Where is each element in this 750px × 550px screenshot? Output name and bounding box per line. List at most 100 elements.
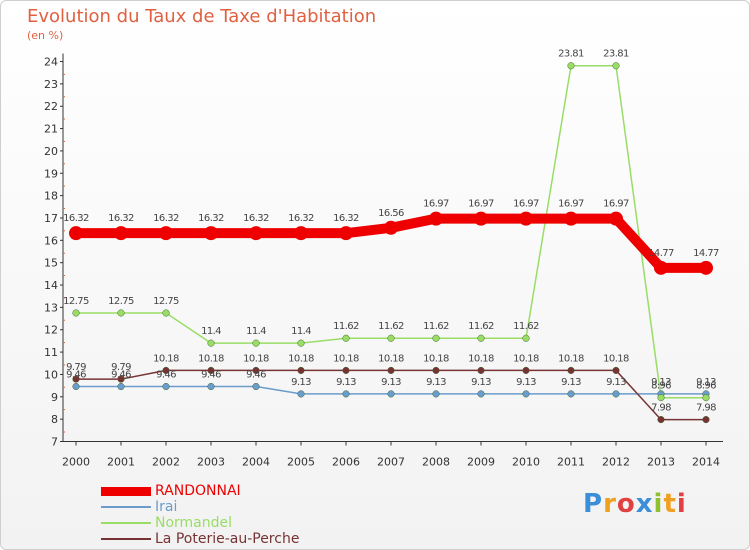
legend-item-normandel: Normandel [101, 515, 421, 531]
y-tick-label: 7 [51, 436, 58, 449]
y-tick-label: 12 [44, 324, 58, 337]
data-point-2 [72, 309, 80, 317]
data-label-1: 9.46 [66, 370, 86, 381]
data-point-1 [117, 382, 125, 391]
data-point-1 [72, 382, 80, 391]
data-point-3 [342, 366, 350, 374]
y-tick-label: 20 [44, 145, 58, 158]
data-point-0 [69, 226, 83, 241]
x-tick-label: 2011 [557, 456, 585, 469]
data-label-1: 9.13 [606, 377, 626, 388]
data-label-0: 16.32 [63, 213, 89, 224]
y-tick-label: 11 [44, 346, 58, 359]
data-label-1: 9.46 [156, 370, 176, 381]
logo-letter: r [603, 489, 617, 519]
y-tick-label: 21 [44, 123, 58, 136]
data-label-3: 10.18 [468, 353, 494, 364]
data-point-1 [252, 382, 260, 391]
data-label-0: 16.32 [243, 213, 269, 224]
data-point-2 [387, 334, 395, 342]
data-label-1: 9.13 [291, 377, 311, 388]
x-tick-label: 2003 [197, 456, 225, 469]
data-label-2: 12.75 [108, 296, 134, 307]
data-label-0: 16.97 [558, 199, 584, 210]
proxiti-logo: Proxiti [583, 489, 687, 519]
logo-letter: i [676, 489, 687, 519]
data-point-0 [429, 211, 443, 226]
x-tick-label: 2008 [422, 456, 450, 469]
data-label-0: 16.56 [378, 208, 404, 219]
data-point-2 [612, 62, 620, 70]
axes: 7 8 9 10 11 12 13 14 15 16 17 18 19 20 21 22 23 24 2000 200… [44, 53, 723, 469]
y-tick-label: 9 [51, 391, 58, 404]
data-point-0 [564, 211, 578, 226]
y-tick-label: 17 [44, 212, 58, 225]
data-label-0: 16.32 [153, 213, 179, 224]
data-label-0: 16.97 [513, 199, 539, 210]
logo-letter: t [663, 489, 677, 519]
data-point-1 [387, 390, 395, 398]
x-tick-label: 2014 [692, 456, 720, 469]
logo-letter: x [635, 489, 654, 519]
data-point-0 [609, 211, 623, 226]
data-point-1 [432, 390, 440, 398]
y-tick-label: 23 [44, 78, 58, 91]
data-label-2: 11.4 [201, 326, 221, 337]
x-tick-label: 2009 [467, 456, 495, 469]
data-point-3 [522, 366, 530, 374]
data-label-2: 11.62 [333, 321, 359, 332]
data-point-1 [567, 390, 575, 398]
series-points [69, 62, 713, 424]
data-point-3 [612, 366, 620, 374]
data-label-2: 12.75 [153, 296, 179, 307]
series-lines [76, 64, 706, 421]
data-label-0: 14.77 [693, 248, 719, 259]
data-point-3 [567, 366, 575, 374]
data-label-0: 16.97 [468, 199, 494, 210]
data-point-0 [699, 260, 713, 275]
data-label-3: 10.18 [333, 353, 359, 364]
legend-swatch [101, 506, 151, 508]
data-label-1: 9.46 [111, 370, 131, 381]
data-point-3 [702, 416, 710, 424]
data-point-3 [72, 375, 80, 383]
x-tick-label: 2013 [647, 456, 675, 469]
chart-subtitle: (en %) [27, 29, 64, 42]
data-point-0 [654, 260, 668, 275]
data-point-2 [522, 334, 530, 342]
data-label-1: 9.13 [336, 377, 356, 388]
data-point-0 [384, 220, 398, 235]
data-label-2: 12.75 [63, 296, 89, 307]
data-label-0: 16.97 [603, 199, 629, 210]
data-labels: 16.32 16.32 16.32 16.32 16.32 16.32 16.32 16.56… [63, 49, 719, 414]
legend-swatch [101, 538, 151, 540]
data-point-0 [339, 226, 353, 241]
data-point-3 [387, 366, 395, 374]
data-point-1 [162, 382, 170, 391]
logo-letter: i [653, 489, 664, 519]
y-tick-label: 24 [44, 56, 58, 69]
data-label-1: 9.13 [381, 377, 401, 388]
x-tick-label: 2001 [107, 456, 135, 469]
x-tick-label: 2007 [377, 456, 405, 469]
data-label-2: 11.4 [291, 326, 311, 337]
data-point-1 [612, 390, 620, 398]
data-label-2: 23.81 [603, 49, 629, 60]
legend-label: Irai [155, 499, 178, 515]
data-label-2: 11.62 [513, 321, 539, 332]
data-point-3 [432, 366, 440, 374]
data-label-3: 9.79 [66, 362, 86, 373]
data-label-1: 9.13 [471, 377, 491, 388]
data-label-2: 11.62 [378, 321, 404, 332]
data-point-2 [702, 394, 710, 402]
data-point-2 [162, 309, 170, 317]
legend-swatch [101, 522, 151, 524]
y-tick-label: 22 [44, 100, 58, 113]
x-tick-label: 2006 [332, 456, 360, 469]
data-point-3 [162, 366, 170, 374]
data-label-0: 16.32 [288, 213, 314, 224]
data-label-3: 10.18 [513, 353, 539, 364]
data-point-0 [204, 226, 218, 241]
y-tick-label: 19 [44, 167, 58, 180]
